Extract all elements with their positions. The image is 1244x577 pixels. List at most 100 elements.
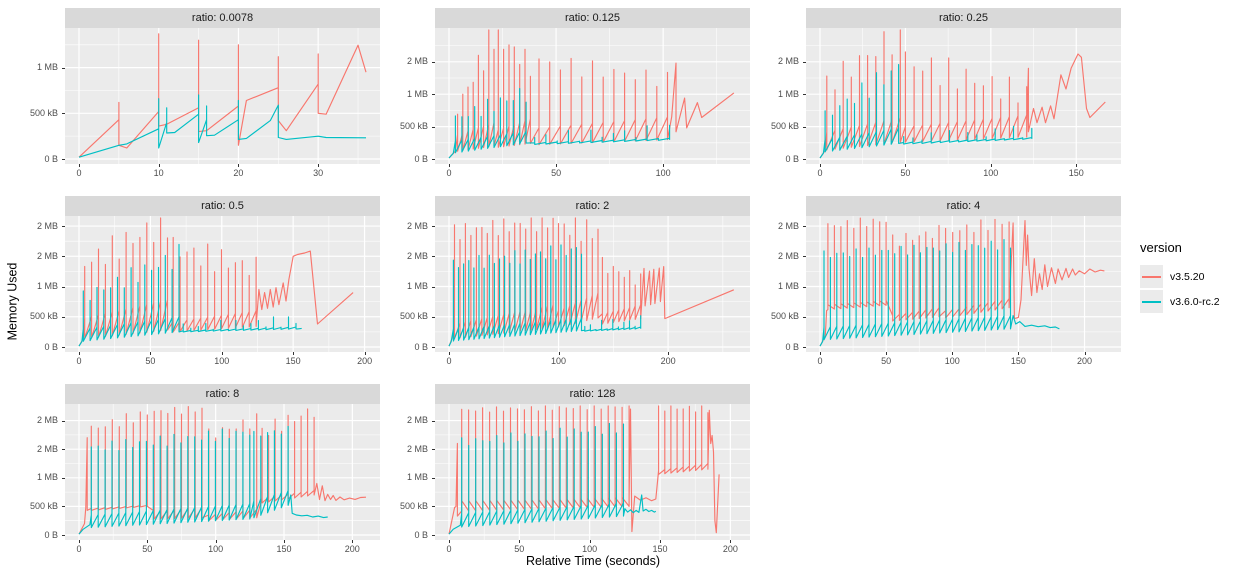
x-tick-mark <box>238 164 240 167</box>
x-tick-label: 30 <box>313 168 324 178</box>
y-tick-mark <box>803 159 806 160</box>
x-tick-label: 150 <box>285 356 301 366</box>
y-tick-mark <box>62 159 65 160</box>
x-tick-mark <box>589 540 591 543</box>
facet-plot-area <box>65 28 380 164</box>
x-tick-label: 0 <box>817 356 823 366</box>
x-tick-label: 100 <box>582 544 598 554</box>
facet-strip-label: ratio: 0.5 <box>65 196 380 216</box>
x-tick-mark <box>449 540 450 543</box>
x-tick-mark <box>293 352 295 355</box>
legend-entries: v3.5.20 v3.6.0-rc.2 <box>1140 264 1240 314</box>
x-tick-mark <box>660 540 661 543</box>
y-tick-label: 0 B <box>414 341 428 352</box>
x-tick-label: 200 <box>722 544 738 554</box>
y-tick-mark <box>62 420 65 422</box>
x-tick-mark <box>1018 352 1020 355</box>
legend-key-line <box>1142 300 1161 303</box>
y-tick-mark <box>432 286 435 288</box>
x-tick-label: 10 <box>153 168 164 178</box>
x-tick-label: 150 <box>652 544 668 554</box>
x-tick-mark <box>886 352 888 355</box>
y-tick-label: 1 MB <box>777 281 799 291</box>
x-tick-mark <box>519 540 521 543</box>
y-tick-label: 1 MB <box>406 88 428 99</box>
y-tick-mark <box>803 226 806 227</box>
x-tick-mark <box>318 164 320 167</box>
series-line-v3.6.0-rc.2 <box>78 243 302 347</box>
facet-panel: ratio: 2 0 B 500 kB 1 MB 2 MB 2 MB 0 100 200 <box>400 196 750 366</box>
x-tick-label: 50 <box>145 356 156 366</box>
y-tick-label: 2 MB <box>777 56 799 67</box>
y-tick-label: 2 MB <box>777 220 799 231</box>
legend-title: version <box>1140 240 1182 255</box>
legend-entry-label: v3.6.0-rc.2 <box>1170 295 1220 308</box>
legend: version v3.5.20 v3.6.0-rc.2 <box>1140 240 1240 314</box>
facet-plot-area <box>806 216 1121 352</box>
x-tick-label: 0 <box>76 168 82 178</box>
y-tick-label: 0 B <box>785 341 799 352</box>
x-tick-mark <box>215 540 217 543</box>
x-tick-label: 100 <box>550 356 567 366</box>
x-tick-mark <box>990 164 992 167</box>
x-tick-label: 150 <box>1010 356 1026 366</box>
y-tick-mark <box>432 226 435 227</box>
y-tick-label: 1 MB <box>36 62 58 73</box>
x-tick-label: 50 <box>900 168 911 178</box>
y-tick-label: 2 MB <box>36 443 58 454</box>
y-tick-label: 2 MB <box>406 443 428 454</box>
y-tick-label: 0 B <box>44 529 58 540</box>
y-tick-mark <box>432 94 435 96</box>
x-tick-label: 0 <box>76 356 82 366</box>
facet-strip-label: ratio: 2 <box>435 196 750 216</box>
y-tick-label: 2 MB <box>406 56 428 67</box>
y-tick-mark <box>62 347 65 348</box>
y-tick-label: 500 kB <box>770 121 799 132</box>
x-tick-mark <box>221 352 223 355</box>
y-tick-mark <box>803 316 806 318</box>
facet-panel: ratio: 128 0 B 500 kB 1 MB 2 MB 2 MB 0 50 100 150… <box>400 384 750 554</box>
y-tick-label: 0 B <box>414 153 428 164</box>
facet-panel: ratio: 0.25 0 B 500 kB 1 MB 2 MB 0 50 100 150 <box>771 8 1121 178</box>
facet-strip-label: ratio: 8 <box>65 384 380 404</box>
y-tick-mark <box>62 226 65 227</box>
y-tick-mark <box>432 347 435 348</box>
x-tick-label: 50 <box>881 356 892 366</box>
x-tick-mark <box>556 164 558 167</box>
y-tick-mark <box>62 286 65 288</box>
facet-plot-area <box>435 404 750 540</box>
y-tick-mark <box>803 126 806 128</box>
x-tick-label: 200 <box>344 544 360 554</box>
x-tick-mark <box>558 352 560 355</box>
y-tick-mark <box>432 159 435 160</box>
x-tick-label: 200 <box>660 356 676 366</box>
facet-panel: ratio: 0.5 0 B 500 kB 1 MB 2 MB 2 MB 0 50 100 150… <box>30 196 380 366</box>
x-tick-label: 0 <box>446 168 452 178</box>
y-tick-label: 1 MB <box>406 281 428 291</box>
y-tick-label: 1 MB <box>36 281 58 291</box>
y-tick-mark <box>62 316 65 318</box>
y-tick-mark <box>432 316 435 318</box>
legend-key-line <box>1142 275 1161 278</box>
series-line-v3.6.0-rc.2 <box>819 64 1033 159</box>
y-tick-label: 500 kB <box>399 311 428 322</box>
facet-plot-area <box>435 28 750 164</box>
y-tick-label: 500 kB <box>770 311 799 322</box>
series-line-v3.6.0-rc.2 <box>448 422 657 535</box>
x-tick-mark <box>449 352 450 355</box>
y-tick-label: 0 B <box>44 341 58 352</box>
facet-plot-area <box>435 216 750 352</box>
facet-plot-area <box>806 28 1121 164</box>
x-tick-label: 0 <box>446 356 452 366</box>
y-tick-mark <box>432 256 435 258</box>
x-tick-label: 150 <box>276 544 292 554</box>
x-tick-label: 0 <box>817 168 823 178</box>
x-tick-mark <box>820 352 821 355</box>
x-tick-label: 50 <box>142 544 153 554</box>
x-tick-label: 200 <box>357 356 373 366</box>
series-line-v3.5.20 <box>448 29 735 159</box>
x-tick-mark <box>352 540 354 543</box>
x-tick-mark <box>1084 352 1086 355</box>
x-tick-label: 100 <box>983 168 999 178</box>
x-tick-mark <box>79 164 80 167</box>
